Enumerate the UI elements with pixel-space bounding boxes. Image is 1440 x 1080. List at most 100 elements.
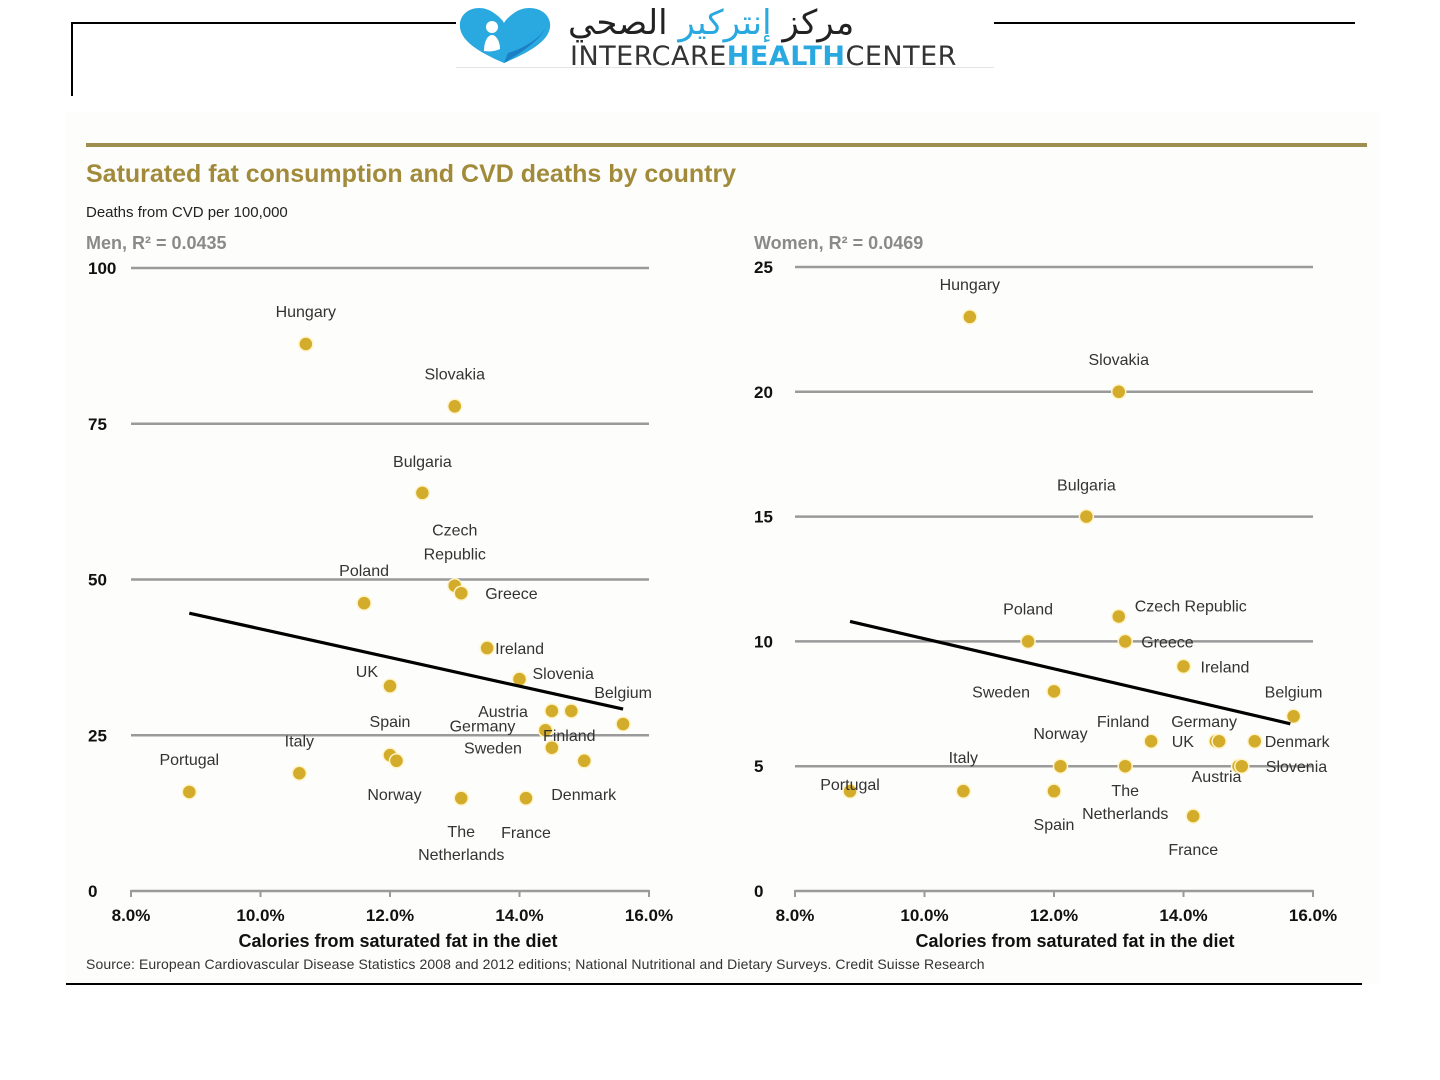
women-point-finland [1143, 733, 1159, 749]
women-y-tick-label: 10 [754, 632, 773, 651]
men-point-italy [291, 765, 308, 782]
men-point-denmark [576, 753, 592, 769]
women-point-germany [1211, 733, 1227, 749]
women-point-label: Spain [1034, 817, 1075, 834]
women-point-label: Italy [949, 750, 978, 767]
men-point-label: Germany [450, 718, 516, 735]
women-point-label: Portugal [820, 777, 880, 794]
men-point-label: Czech [432, 523, 477, 540]
men-point-label: Bulgaria [393, 454, 452, 471]
women-point-france [1185, 808, 1201, 824]
women-point-portugal [842, 783, 858, 799]
y-axis-caption: Deaths from CVD per 100,000 [86, 204, 288, 221]
men-x-tick-label: 8.0% [112, 906, 151, 925]
men-chart-title: Men, R² = 0.0435 [86, 233, 227, 253]
men-point-label: Hungary [276, 304, 336, 321]
women-point-italy [955, 783, 972, 799]
logo-arabic-suffix: الصحي [568, 3, 668, 43]
men-point-uk [382, 678, 398, 694]
women-point-label: Bulgaria [1057, 478, 1116, 495]
women-x-axis-label: Calories from saturated fat in the diet [915, 931, 1234, 951]
heart-logo-icon [459, 8, 551, 63]
men-point-portugal [181, 784, 198, 800]
men-point-ireland [479, 640, 495, 656]
men-point-label: Greece [485, 586, 538, 603]
women-point-label: Germany [1171, 714, 1237, 731]
women-point-denmark [1246, 733, 1263, 749]
women-point-label: Czech Republic [1135, 598, 1247, 615]
source-note: Source: European Cardiovascular Disease … [86, 956, 985, 972]
women-point-sweden [1046, 683, 1062, 700]
women-x-tick-label: 10.0% [900, 906, 948, 925]
women-y-tick-label: 20 [754, 383, 773, 402]
men-y-tick-label: 75 [88, 415, 107, 434]
men-point-label: France [501, 825, 551, 842]
men-point-label: Netherlands [418, 847, 504, 864]
women-point-label: France [1168, 842, 1218, 859]
men-point-austria [544, 703, 560, 719]
title-rule [86, 143, 1367, 147]
men-point-belgium [615, 716, 631, 732]
men-point-bulgaria [414, 485, 431, 501]
men-trendline [188, 611, 624, 711]
women-point-poland [1020, 633, 1036, 650]
women-x-tick-label: 12.0% [1030, 906, 1078, 925]
men-point-label: Poland [339, 563, 389, 580]
men-point-label: Austria [478, 704, 528, 721]
men-point-the-netherlands [453, 790, 469, 806]
men-point-label: Belgium [594, 685, 652, 702]
women-y-tick-label: 0 [754, 882, 763, 901]
women-point-bulgaria [1078, 508, 1095, 525]
men-point-label: Italy [285, 733, 314, 750]
men-point-label: Ireland [495, 641, 544, 658]
men-x-axis-label: Calories from saturated fat in the diet [238, 931, 557, 951]
men-y-tick-label: 100 [88, 259, 116, 278]
men-point-finland [563, 703, 580, 719]
women-trendline [849, 619, 1291, 726]
men-point-poland [356, 595, 372, 611]
men-point-label: Denmark [551, 787, 617, 804]
women-point-belgium [1285, 708, 1302, 725]
women-point-slovakia [1111, 384, 1127, 400]
men-x-tick-label: 12.0% [366, 906, 414, 925]
women-point-label: Netherlands [1082, 806, 1168, 823]
men-point-germany [537, 722, 554, 739]
women-point-label: Greece [1141, 634, 1194, 651]
men-point-label: Portugal [159, 752, 219, 769]
men-scatter-chart: 0 25 50 75 100 8.0% 10.0% 12.0% 14.0% 16.0% Calori… [88, 259, 673, 951]
men-y-tick-label: 25 [88, 726, 107, 745]
men-point-label: Slovakia [425, 366, 486, 383]
men-point-label: Spain [370, 714, 411, 731]
frame-line-top-left [71, 22, 457, 24]
women-point-czech-republic [1111, 608, 1127, 625]
men-point-label: Norway [367, 787, 421, 804]
women-point-label: Ireland [1201, 659, 1250, 676]
women-y-tick-label: 5 [754, 757, 763, 776]
women-point-label: Poland [1003, 601, 1053, 618]
men-point-label: Finland [543, 728, 595, 745]
women-y-tick-label: 15 [754, 508, 773, 527]
women-point-the-netherlands [1117, 758, 1133, 774]
women-point-label: Slovakia [1089, 352, 1150, 369]
logo-en-part3: CENTER [845, 41, 957, 72]
women-chart-title: Women, R² = 0.0469 [754, 233, 924, 253]
women-point-label: Austria [1192, 769, 1242, 786]
men-point-slovakia [447, 398, 463, 415]
men-point-norway [388, 753, 405, 769]
logo-en-part2: HEALTH [726, 41, 846, 72]
logo-arabic-highlight: إنتركير [678, 3, 772, 43]
men-point-hungary [298, 336, 314, 352]
women-point-label: Denmark [1265, 734, 1331, 751]
women-point-label: Slovenia [1266, 759, 1327, 776]
men-y-tick-label: 0 [88, 882, 97, 901]
women-point-label: Norway [1033, 726, 1087, 743]
men-point-label: Republic [424, 547, 486, 564]
logo-en-part1: INTERCARE [570, 41, 727, 72]
women-point-label: Finland [1097, 714, 1149, 731]
women-point-hungary [962, 309, 978, 325]
logo-arabic-prefix: مركز [782, 3, 855, 43]
men-point-label: Sweden [464, 741, 522, 758]
logo-arabic-text: مركز إنتركير الصحي [568, 3, 854, 43]
men-point-label: The [447, 824, 475, 841]
